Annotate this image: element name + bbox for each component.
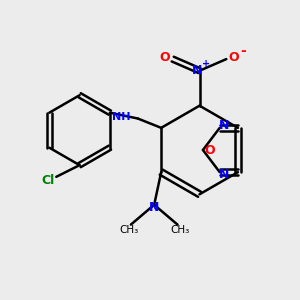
Text: N: N bbox=[149, 201, 159, 214]
Text: O: O bbox=[205, 143, 215, 157]
Text: CH₃: CH₃ bbox=[119, 225, 138, 236]
Text: N: N bbox=[219, 168, 230, 181]
Text: O: O bbox=[228, 51, 239, 64]
Text: N: N bbox=[219, 119, 230, 132]
Text: O: O bbox=[159, 51, 170, 64]
Text: N: N bbox=[192, 64, 202, 77]
Text: +: + bbox=[202, 59, 210, 69]
Text: NH: NH bbox=[112, 112, 131, 122]
Text: Cl: Cl bbox=[41, 174, 55, 187]
Text: -: - bbox=[240, 44, 245, 58]
Text: CH₃: CH₃ bbox=[170, 225, 190, 236]
